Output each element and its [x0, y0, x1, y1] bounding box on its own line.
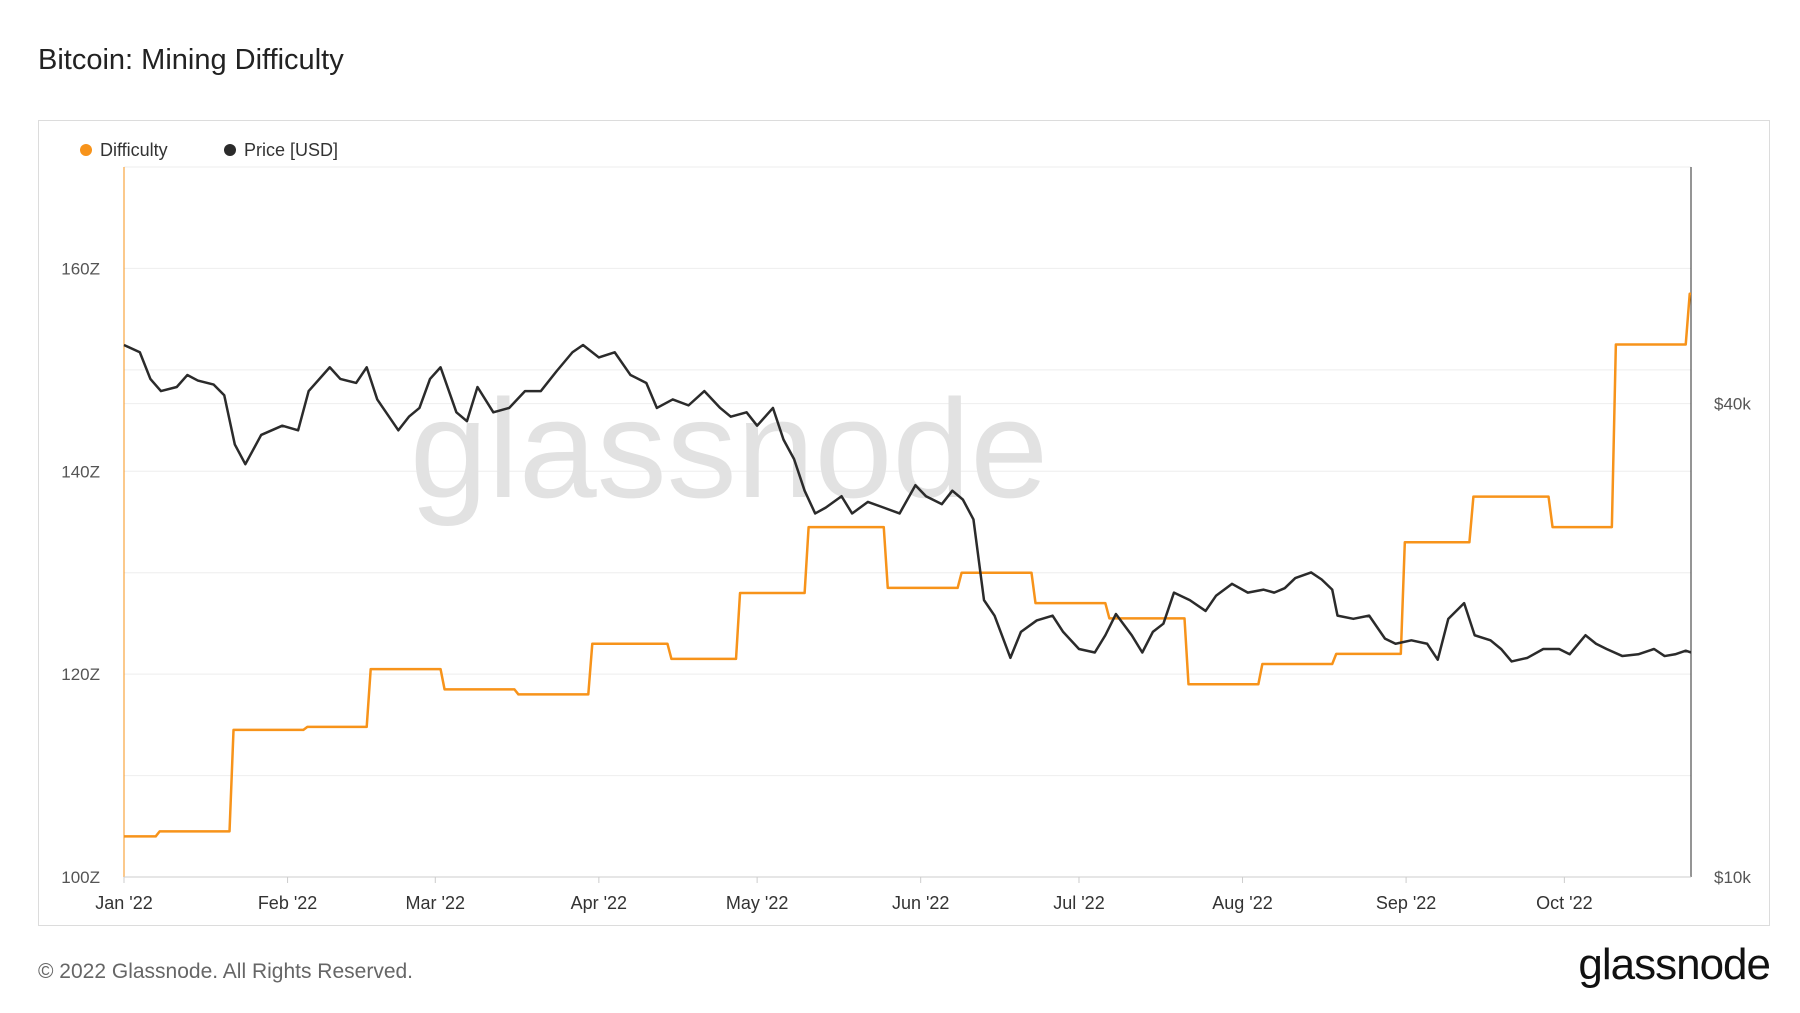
- chart-title: Bitcoin: Mining Difficulty: [38, 44, 344, 76]
- legend: Difficulty Price [USD]: [80, 140, 338, 160]
- chart-panel: glassnode 100Z 120Z 140Z 160Z $10k $40k Jan '2…: [38, 120, 1770, 926]
- y-left-tick-label: 160Z: [61, 259, 100, 278]
- y-right-tick-label: $40k: [1714, 395, 1751, 414]
- y-left-tick-label: 140Z: [61, 462, 100, 481]
- legend-difficulty-label: Difficulty: [100, 140, 168, 160]
- y-left-tick-label: 100Z: [61, 868, 100, 887]
- x-tick-label: Jan '22: [95, 893, 152, 913]
- series-price-line: [123, 343, 1692, 663]
- y-left-tick-label: 120Z: [61, 665, 100, 684]
- axes: 100Z 120Z 140Z 160Z $10k $40k Jan '22 Feb '22 Ma…: [61, 167, 1751, 913]
- series-lines: [123, 292, 1692, 838]
- chart-svg: glassnode 100Z 120Z 140Z 160Z $10k $40k Jan '2…: [61, 140, 1751, 913]
- watermark: glassnode: [410, 370, 1048, 527]
- legend-price-label: Price [USD]: [244, 140, 338, 160]
- y-right-tick-label: $10k: [1714, 868, 1751, 887]
- x-tick-label: Jun '22: [892, 893, 949, 913]
- x-tick-label: Jul '22: [1053, 893, 1104, 913]
- copyright-text: © 2022 Glassnode. All Rights Reserved.: [38, 960, 414, 983]
- x-tick-label: Aug '22: [1212, 893, 1273, 913]
- glassnode-logo: glassnode: [1578, 940, 1771, 989]
- x-tick-label: Sep '22: [1376, 893, 1437, 913]
- legend-difficulty-marker: [80, 144, 92, 156]
- x-tick-label: Feb '22: [258, 893, 317, 913]
- x-tick-label: Mar '22: [406, 893, 465, 913]
- legend-price-marker: [224, 144, 236, 156]
- x-tick-label: Oct '22: [1536, 893, 1592, 913]
- x-tick-label: Apr '22: [571, 893, 627, 913]
- x-tick-label: May '22: [726, 893, 788, 913]
- series-difficulty-line: [124, 292, 1691, 838]
